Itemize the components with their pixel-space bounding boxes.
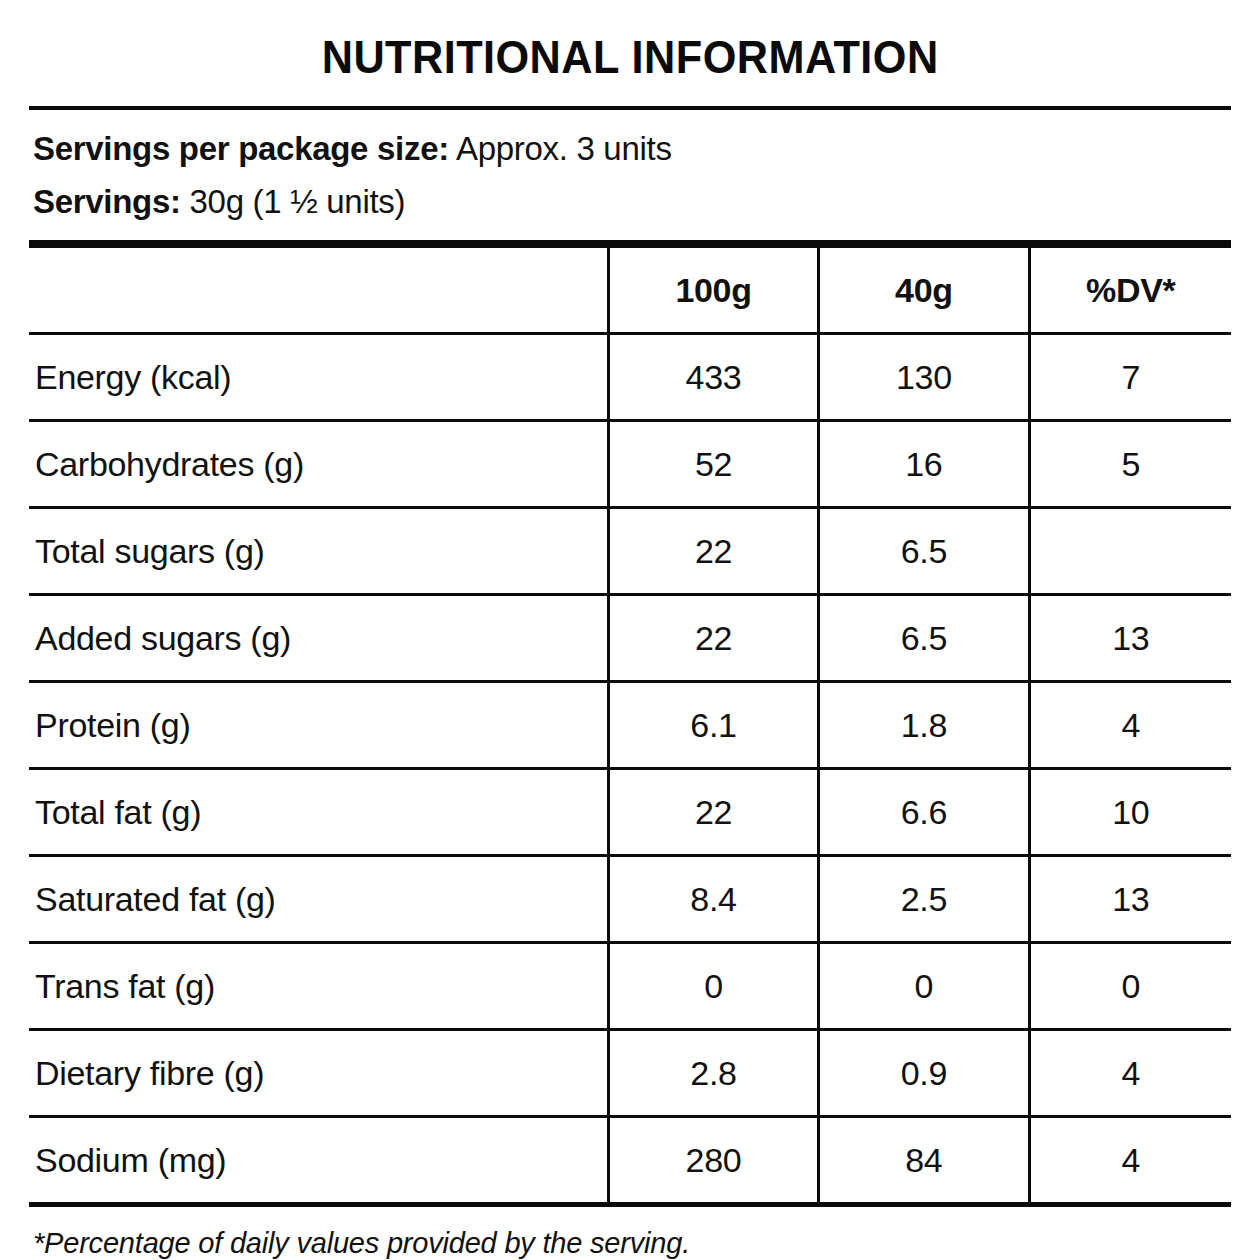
- row-label: Saturated fat (g): [29, 856, 608, 943]
- header-col-40g: 40g: [819, 244, 1029, 334]
- value-40g: 0.9: [819, 1030, 1029, 1117]
- table-row-total-sugars: Total sugars (g) 22 6.5: [29, 508, 1231, 595]
- table-row-protein: Protein (g) 6.1 1.8 4: [29, 682, 1231, 769]
- value-40g: 6.5: [819, 595, 1029, 682]
- row-label: Dietary fibre (g): [29, 1030, 608, 1117]
- value-100g: 22: [608, 769, 818, 856]
- value-40g: 84: [819, 1117, 1029, 1205]
- servings-per-package-label: Servings per package size:: [33, 130, 449, 167]
- row-label: Sodium (mg): [29, 1117, 608, 1205]
- value-100g: 6.1: [608, 682, 818, 769]
- value-dv: 13: [1029, 856, 1231, 943]
- value-dv: 0: [1029, 943, 1231, 1030]
- nutrition-label: NUTRITIONAL INFORMATION Servings per pac…: [29, 0, 1231, 1260]
- value-dv: 4: [1029, 1030, 1231, 1117]
- table-row-added-sugars: Added sugars (g) 22 6.5 13: [29, 595, 1231, 682]
- page-title-text: NUTRITIONAL INFORMATION: [322, 30, 939, 84]
- table-row-dietary-fibre: Dietary fibre (g) 2.8 0.9 4: [29, 1030, 1231, 1117]
- footnote: *Percentage of daily values provided by …: [33, 1227, 1231, 1260]
- value-dv: [1029, 508, 1231, 595]
- table-header-row: 100g 40g %DV*: [29, 244, 1231, 334]
- value-40g: 130: [819, 334, 1029, 421]
- value-100g: 22: [608, 595, 818, 682]
- table-row-total-fat: Total fat (g) 22 6.6 10: [29, 769, 1231, 856]
- servings-per-package-line: Servings per package size: Approx. 3 uni…: [33, 122, 1227, 175]
- value-dv: 10: [1029, 769, 1231, 856]
- row-label: Added sugars (g): [29, 595, 608, 682]
- value-100g: 8.4: [608, 856, 818, 943]
- value-40g: 6.5: [819, 508, 1029, 595]
- value-40g: 1.8: [819, 682, 1029, 769]
- serving-size-value: 30g (1 ½ units): [181, 183, 406, 220]
- value-100g: 52: [608, 421, 818, 508]
- value-100g: 433: [608, 334, 818, 421]
- servings-section: Servings per package size: Approx. 3 uni…: [29, 110, 1231, 238]
- row-label: Energy (kcal): [29, 334, 608, 421]
- value-dv: 4: [1029, 1117, 1231, 1205]
- row-label: Carbohydrates (g): [29, 421, 608, 508]
- value-100g: 2.8: [608, 1030, 818, 1117]
- table-row-carbohydrates: Carbohydrates (g) 52 16 5: [29, 421, 1231, 508]
- table-row-sodium: Sodium (mg) 280 84 4: [29, 1117, 1231, 1205]
- nutrition-table: 100g 40g %DV* Energy (kcal) 433 130 7 Ca…: [29, 240, 1231, 1207]
- table-row-saturated-fat: Saturated fat (g) 8.4 2.5 13: [29, 856, 1231, 943]
- value-40g: 2.5: [819, 856, 1029, 943]
- value-dv: 5: [1029, 421, 1231, 508]
- value-dv: 7: [1029, 334, 1231, 421]
- value-dv: 4: [1029, 682, 1231, 769]
- servings-per-package-value: Approx. 3 units: [449, 130, 672, 167]
- value-100g: 22: [608, 508, 818, 595]
- serving-size-line: Servings: 30g (1 ½ units): [33, 175, 1227, 228]
- table-row-trans-fat: Trans fat (g) 0 0 0: [29, 943, 1231, 1030]
- page-title: NUTRITIONAL INFORMATION: [29, 30, 1231, 84]
- row-label: Total fat (g): [29, 769, 608, 856]
- value-40g: 6.6: [819, 769, 1029, 856]
- serving-size-label: Servings:: [33, 183, 181, 220]
- value-40g: 16: [819, 421, 1029, 508]
- row-label: Protein (g): [29, 682, 608, 769]
- value-40g: 0: [819, 943, 1029, 1030]
- value-100g: 280: [608, 1117, 818, 1205]
- header-col-100g: 100g: [608, 244, 818, 334]
- table-row-energy: Energy (kcal) 433 130 7: [29, 334, 1231, 421]
- header-empty-cell: [29, 244, 608, 334]
- row-label: Total sugars (g): [29, 508, 608, 595]
- header-col-dv: %DV*: [1029, 244, 1231, 334]
- value-dv: 13: [1029, 595, 1231, 682]
- value-100g: 0: [608, 943, 818, 1030]
- row-label: Trans fat (g): [29, 943, 608, 1030]
